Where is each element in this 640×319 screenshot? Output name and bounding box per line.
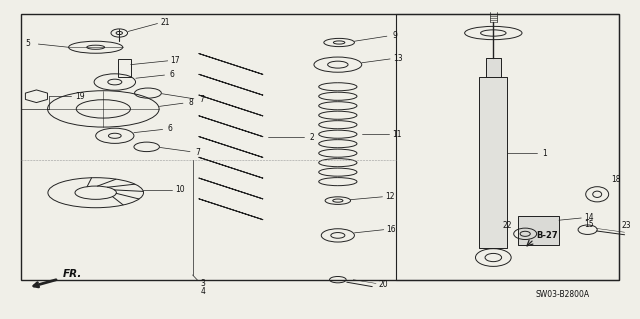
Text: 9: 9 xyxy=(392,31,397,40)
Text: 14: 14 xyxy=(584,212,594,222)
Text: 11: 11 xyxy=(392,130,401,139)
Bar xyxy=(20,14,620,280)
Text: 16: 16 xyxy=(387,225,396,234)
Text: 21: 21 xyxy=(161,18,170,27)
Bar xyxy=(479,77,508,248)
Text: 20: 20 xyxy=(379,280,388,289)
Bar xyxy=(518,216,559,245)
Text: 6: 6 xyxy=(168,124,173,133)
Bar xyxy=(479,77,508,248)
Text: 7: 7 xyxy=(199,95,204,104)
Text: 5: 5 xyxy=(25,39,30,48)
Bar xyxy=(486,58,501,77)
Text: 1: 1 xyxy=(542,149,547,158)
Text: 15: 15 xyxy=(584,220,594,229)
Text: SW03-B2800A: SW03-B2800A xyxy=(535,290,589,299)
Text: 4: 4 xyxy=(200,287,205,296)
Text: 19: 19 xyxy=(75,92,84,101)
Text: 8: 8 xyxy=(188,98,193,107)
Text: 2: 2 xyxy=(309,133,314,142)
Text: FR.: FR. xyxy=(63,269,82,279)
Bar xyxy=(396,14,620,280)
Text: 6: 6 xyxy=(170,70,175,78)
Text: 12: 12 xyxy=(385,192,395,201)
Text: 13: 13 xyxy=(393,54,403,63)
Text: 18: 18 xyxy=(612,174,621,184)
Text: 17: 17 xyxy=(170,56,180,65)
Text: 3: 3 xyxy=(200,279,205,288)
Bar xyxy=(486,58,501,77)
Text: 22: 22 xyxy=(502,221,512,230)
Text: 10: 10 xyxy=(175,185,184,194)
Text: 23: 23 xyxy=(621,221,630,230)
Text: 7: 7 xyxy=(195,148,200,157)
Bar xyxy=(118,59,131,77)
Text: B-27: B-27 xyxy=(537,231,558,240)
Bar xyxy=(518,216,559,245)
